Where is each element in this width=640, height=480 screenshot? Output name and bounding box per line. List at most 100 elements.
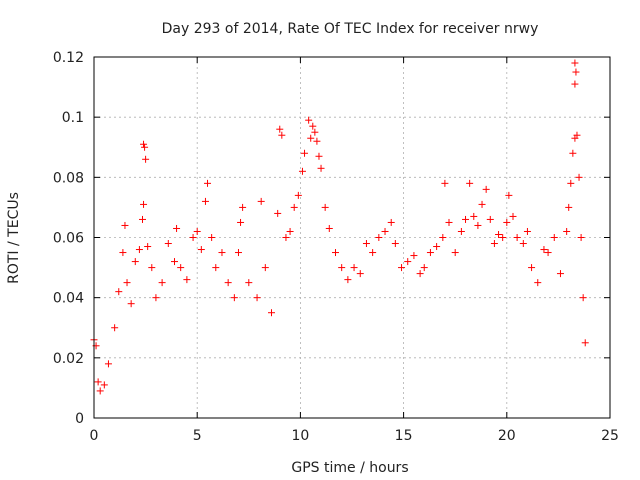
data-point xyxy=(139,215,147,223)
data-point xyxy=(313,137,321,145)
data-point xyxy=(274,209,282,217)
data-point xyxy=(550,234,558,241)
data-point xyxy=(276,125,284,133)
data-point xyxy=(141,143,149,151)
data-point xyxy=(505,191,513,199)
data-point xyxy=(513,234,521,241)
data-point xyxy=(307,134,315,142)
data-point xyxy=(387,218,395,226)
data-point xyxy=(499,234,507,241)
data-point xyxy=(325,224,333,232)
data-point xyxy=(237,218,245,226)
data-point xyxy=(257,197,265,205)
data-point xyxy=(482,185,490,193)
data-point xyxy=(563,227,571,235)
data-point xyxy=(173,224,181,232)
data-point xyxy=(170,258,178,266)
x-tick-label: 15 xyxy=(395,428,413,444)
data-point xyxy=(152,294,160,302)
data-point xyxy=(451,249,459,257)
data-point xyxy=(486,215,494,223)
data-point xyxy=(433,243,441,251)
data-point xyxy=(503,218,511,226)
data-point xyxy=(183,276,191,284)
data-point xyxy=(234,249,242,257)
data-point xyxy=(509,212,517,220)
data-point xyxy=(204,179,212,187)
data-point xyxy=(290,203,298,211)
data-point xyxy=(245,279,253,287)
data-point xyxy=(239,203,247,211)
data-point xyxy=(577,234,585,241)
data-point xyxy=(381,227,389,235)
data-point xyxy=(218,249,226,257)
y-tick-label: 0.06 xyxy=(53,231,84,247)
data-point xyxy=(572,68,580,76)
data-point xyxy=(104,360,112,368)
data-point xyxy=(224,279,232,287)
data-point xyxy=(94,378,102,386)
data-point xyxy=(495,230,503,238)
data-point xyxy=(317,164,325,172)
data-point xyxy=(470,212,478,220)
data-point xyxy=(569,149,577,157)
data-point xyxy=(135,246,143,254)
y-tick-label: 0.08 xyxy=(53,170,84,186)
x-tick-label: 0 xyxy=(90,428,99,444)
data-point xyxy=(344,276,352,284)
data-point xyxy=(540,246,548,254)
data-point xyxy=(441,179,449,187)
data-point xyxy=(391,240,399,248)
data-point xyxy=(278,131,286,139)
x-tick-label: 20 xyxy=(498,428,516,444)
data-point xyxy=(362,240,370,248)
data-point xyxy=(567,179,575,187)
grid-lines xyxy=(94,57,610,418)
plot-frame xyxy=(93,56,611,419)
data-point xyxy=(286,227,294,235)
data-point xyxy=(478,200,486,208)
data-point xyxy=(579,294,587,302)
data-point xyxy=(571,80,579,88)
data-point xyxy=(142,155,150,163)
data-point xyxy=(426,249,434,257)
data-point xyxy=(523,227,531,235)
data-point xyxy=(148,264,156,272)
data-point xyxy=(158,279,166,287)
data-point xyxy=(193,227,201,235)
data-point xyxy=(144,243,152,251)
data-point xyxy=(261,264,269,272)
data-point xyxy=(369,249,377,257)
data-point xyxy=(305,116,313,124)
data-point xyxy=(253,294,261,302)
data-point xyxy=(420,264,428,272)
data-point xyxy=(311,128,319,136)
data-point xyxy=(201,197,209,205)
data-point xyxy=(230,294,238,302)
data-point xyxy=(350,264,358,272)
data-point xyxy=(321,203,329,211)
data-point xyxy=(556,270,564,278)
data-point xyxy=(534,279,542,287)
scatter-points xyxy=(90,59,589,395)
data-point xyxy=(565,203,573,211)
data-point xyxy=(398,264,406,272)
data-point xyxy=(474,221,482,229)
data-point xyxy=(212,264,220,272)
data-point xyxy=(338,264,346,272)
data-point xyxy=(581,339,589,347)
data-point xyxy=(416,270,424,278)
data-point xyxy=(189,234,197,241)
data-point xyxy=(268,309,276,317)
data-point xyxy=(466,179,474,187)
y-tick-label: 0.02 xyxy=(53,351,84,367)
x-tick-label: 25 xyxy=(601,428,619,444)
data-point xyxy=(462,215,470,223)
data-point xyxy=(571,59,579,67)
data-point xyxy=(123,279,131,287)
data-point xyxy=(301,149,309,157)
data-point xyxy=(575,173,583,181)
data-point xyxy=(127,300,135,308)
data-point xyxy=(439,234,447,241)
